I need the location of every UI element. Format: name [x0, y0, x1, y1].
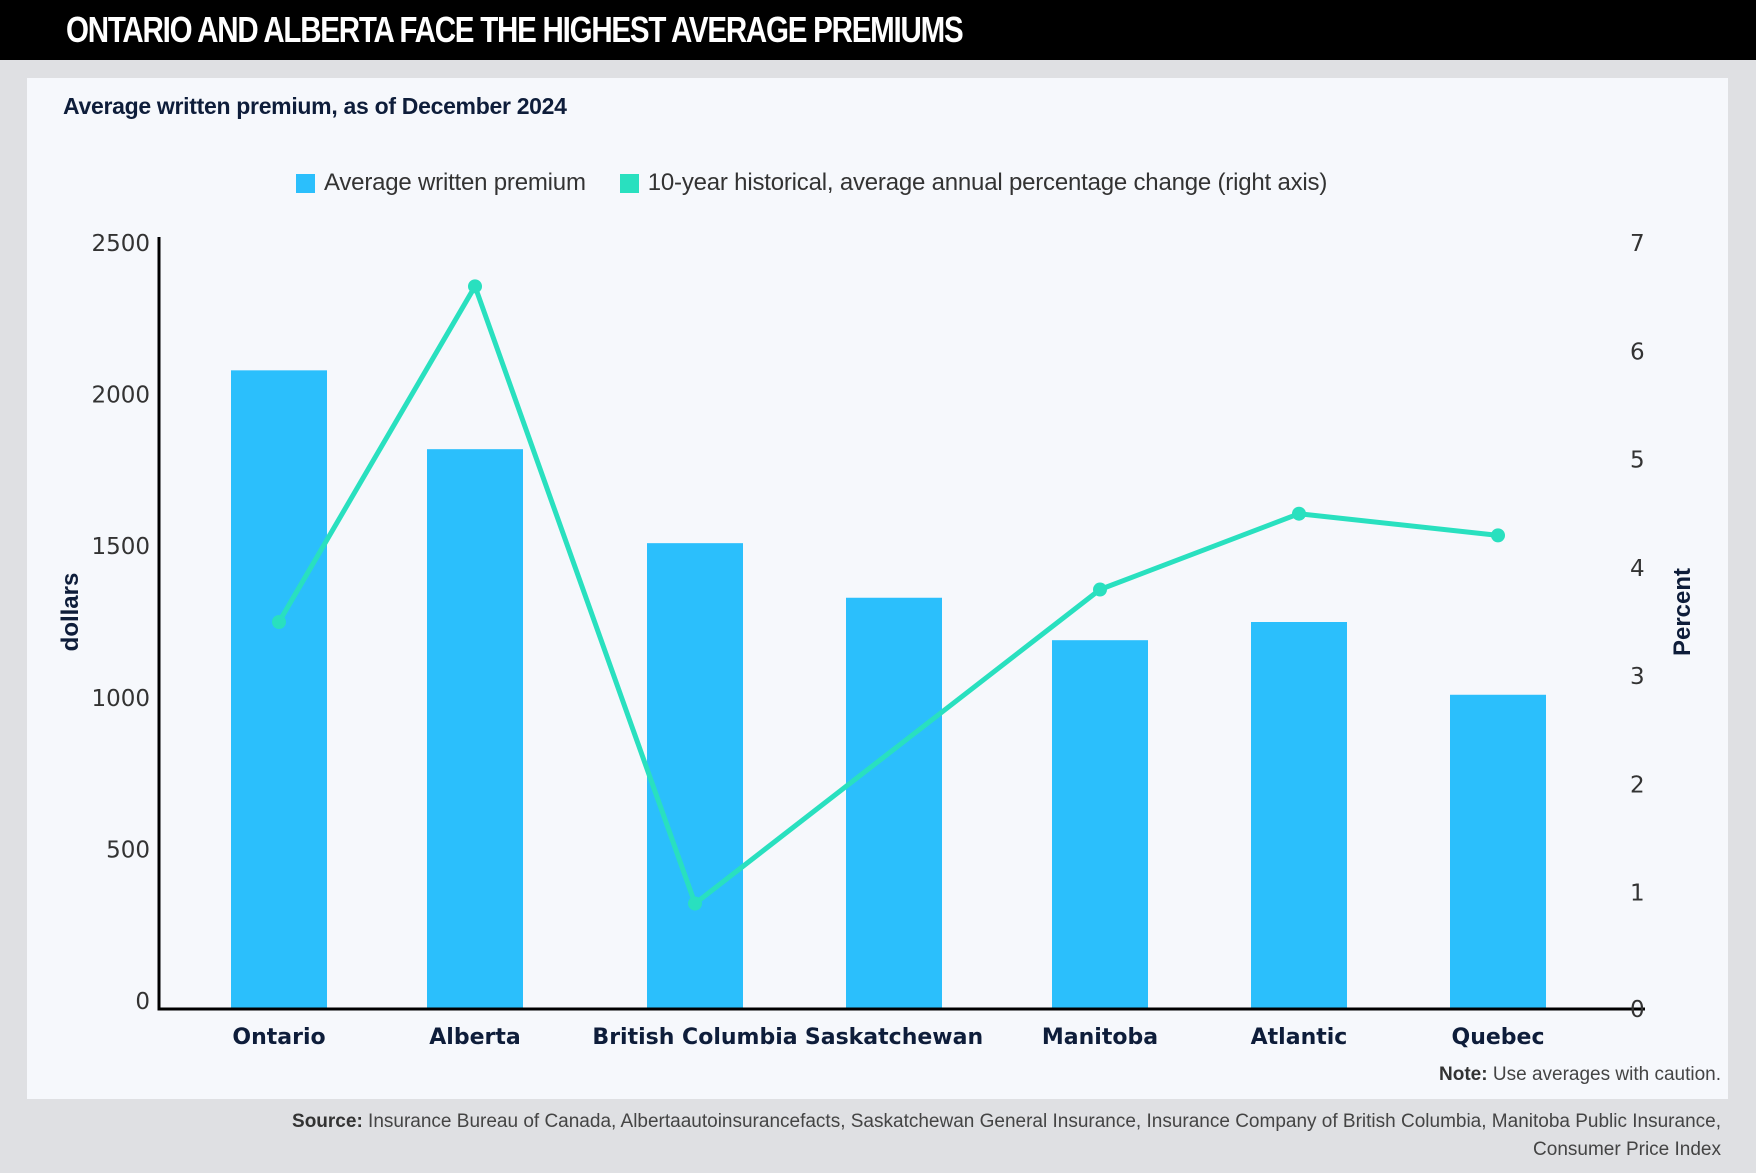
x-category-label: Atlantic	[1251, 1025, 1348, 1050]
bar-saskatchewan	[846, 597, 942, 1009]
line-point-quebec	[1491, 528, 1505, 543]
legend: Average written premium 10-year historic…	[296, 168, 1361, 198]
y-tick-label: 0	[135, 989, 150, 1015]
chart-note: Note: Use averages with caution.	[1439, 1064, 1721, 1086]
x-category-label: Alberta	[429, 1025, 520, 1050]
y-tick-label: 2000	[91, 383, 150, 409]
y2-tick-label: 1	[1630, 881, 1645, 907]
y2-tick-label: 6	[1630, 339, 1645, 365]
x-category-label: Saskatchewan	[805, 1025, 983, 1050]
bar-quebec	[1450, 694, 1546, 1009]
source-text: Insurance Bureau of Canada, Albertaautoi…	[362, 1111, 1721, 1160]
x-category-label: Manitoba	[1042, 1025, 1158, 1050]
legend-label-line: 10-year historical, average annual perce…	[647, 169, 1328, 196]
y-axis-title: dollars	[57, 573, 84, 652]
category-labels: Ontario Alberta British Columbia Saskatchew…	[232, 1025, 1544, 1050]
bar-british-columbia	[647, 543, 743, 1009]
x-category-label: Ontario	[232, 1025, 325, 1050]
legend-swatch-line	[619, 173, 639, 193]
y2-tick-label: 2	[1630, 772, 1645, 798]
y2-tick-label: 3	[1630, 664, 1645, 690]
legend-label-bar: Average written premium	[324, 169, 586, 196]
y-tick-label: 1500	[91, 534, 150, 560]
bar-atlantic	[1251, 622, 1347, 1009]
line-series	[276, 283, 1499, 907]
y2-tick-label: 7	[1630, 231, 1645, 257]
x-category-label: Quebec	[1452, 1025, 1545, 1050]
source-label: Source:	[292, 1111, 363, 1132]
y2-tick-label: 0	[1630, 997, 1645, 1023]
y2-tick-label: 5	[1630, 448, 1645, 474]
y2-tick-label: 4	[1630, 556, 1645, 582]
line-point-alberta	[468, 279, 482, 294]
y2-axis-title: Percent	[1669, 568, 1696, 656]
title-bar: ONTARIO AND ALBERTA FACE THE HIGHEST AVE…	[0, 0, 1756, 60]
left-tick-labels: 0 500 1000 1500 2000 2500	[91, 231, 150, 1015]
right-tick-labels: 0 1 2 3 4 5 6 7	[1630, 231, 1645, 1023]
line-point-british-columbia	[688, 896, 702, 911]
bar-ontario	[231, 370, 327, 1009]
bars-group	[231, 370, 1546, 1009]
x-category-label: British Columbia	[592, 1025, 797, 1050]
line-series-group	[272, 279, 1505, 911]
note-text: Use averages with caution.	[1487, 1064, 1721, 1085]
legend-item-line: 10-year historical, average annual perce…	[619, 169, 1328, 197]
chart-headline: ONTARIO AND ALBERTA FACE THE HIGHEST AVE…	[66, 9, 964, 50]
line-point-manitoba	[1093, 582, 1107, 597]
bar-manitoba	[1052, 640, 1148, 1009]
y-tick-label: 500	[106, 837, 150, 863]
y-tick-label: 1000	[91, 686, 150, 712]
note-label: Note:	[1439, 1064, 1488, 1085]
chart-subtitle: Average written premium, as of December …	[63, 93, 567, 119]
axes-group	[157, 237, 1645, 1011]
bar-alberta	[427, 449, 523, 1009]
legend-swatch-bar	[296, 173, 315, 193]
line-point-ontario	[272, 615, 286, 629]
y-tick-label: 2500	[91, 231, 150, 257]
line-point-atlantic	[1292, 506, 1306, 521]
chart-source: Source: Insurance Bureau of Canada, Albe…	[271, 1108, 1721, 1164]
legend-item-bar: Average written premium	[296, 169, 586, 197]
